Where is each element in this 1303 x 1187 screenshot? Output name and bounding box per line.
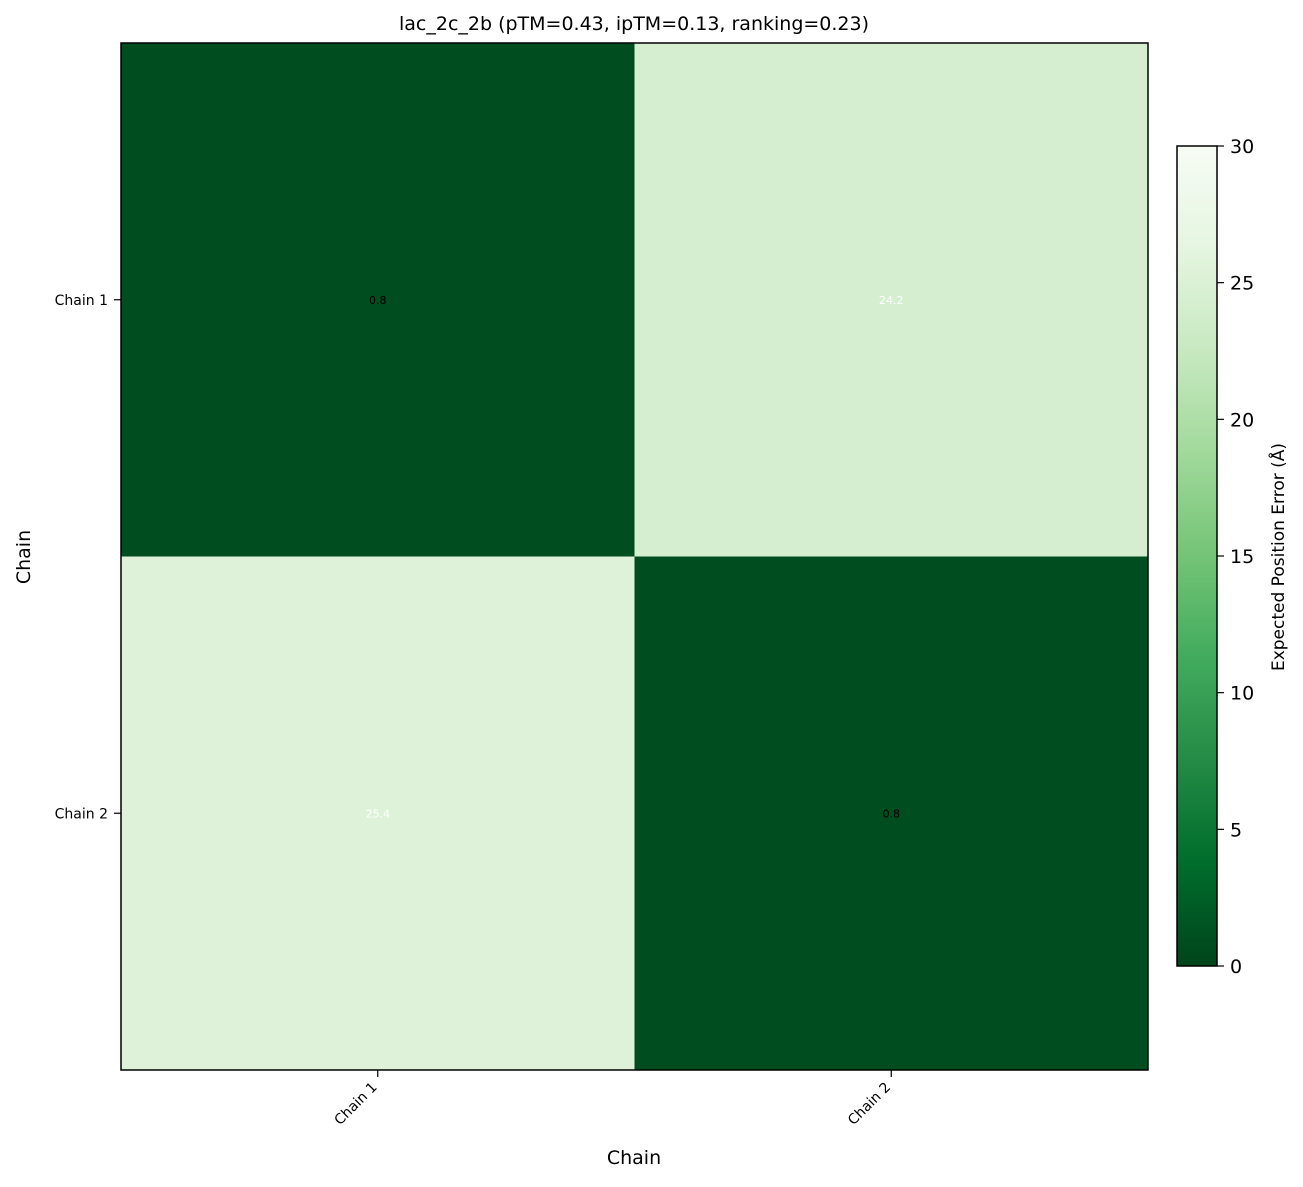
x-tick-label: Chain 1 xyxy=(332,1080,381,1129)
x-axis: Chain 1 Chain 2 xyxy=(332,1070,894,1129)
colorbar-tick-label: 30 xyxy=(1230,136,1254,158)
colorbar-tick-label: 20 xyxy=(1230,409,1254,431)
y-tick-label: Chain 2 xyxy=(55,806,108,822)
y-axis-label: Chain xyxy=(13,530,35,584)
heatmap-cell-labels: 0.8 24.2 25.4 0.8 xyxy=(366,294,904,821)
cell-value-label: 25.4 xyxy=(366,807,391,820)
heatmap-cells xyxy=(121,43,1149,1071)
y-tick-label: Chain 1 xyxy=(55,293,108,309)
x-tick-label: Chain 2 xyxy=(845,1080,894,1129)
cell-value-label: 0.8 xyxy=(369,294,387,307)
colorbar-tick-label: 25 xyxy=(1230,273,1254,295)
colorbar-tick-label: 0 xyxy=(1230,956,1242,978)
colorbar: 0 5 10 15 20 25 30 Expected Position Error (Å) xyxy=(1176,136,1289,978)
cell-value-label: 0.8 xyxy=(883,807,901,820)
colorbar-tick-label: 15 xyxy=(1230,546,1254,568)
colorbar-ticks: 0 5 10 15 20 25 30 xyxy=(1217,136,1254,978)
heatmap-cell-r1-c2 xyxy=(634,43,1149,557)
y-axis: Chain 1 Chain 2 xyxy=(55,293,121,822)
heatmap-cell-r2-c1 xyxy=(121,556,635,1071)
colorbar-tick-label: 10 xyxy=(1230,683,1254,705)
colorbar-tick-label: 5 xyxy=(1230,819,1242,841)
colorbar-gradient xyxy=(1177,146,1217,966)
plot-frame xyxy=(120,42,1149,1071)
cell-value-label: 24.2 xyxy=(879,294,904,307)
heatmap-cell-r1-c1 xyxy=(121,43,635,557)
x-axis-label: Chain xyxy=(607,1147,661,1169)
chart-title: lac_2c_2b (pTM=0.43, ipTM=0.13, ranking=… xyxy=(399,13,869,35)
colorbar-label: Expected Position Error (Å) xyxy=(1267,443,1289,671)
heatmap-cell-r2-c2 xyxy=(634,556,1149,1071)
